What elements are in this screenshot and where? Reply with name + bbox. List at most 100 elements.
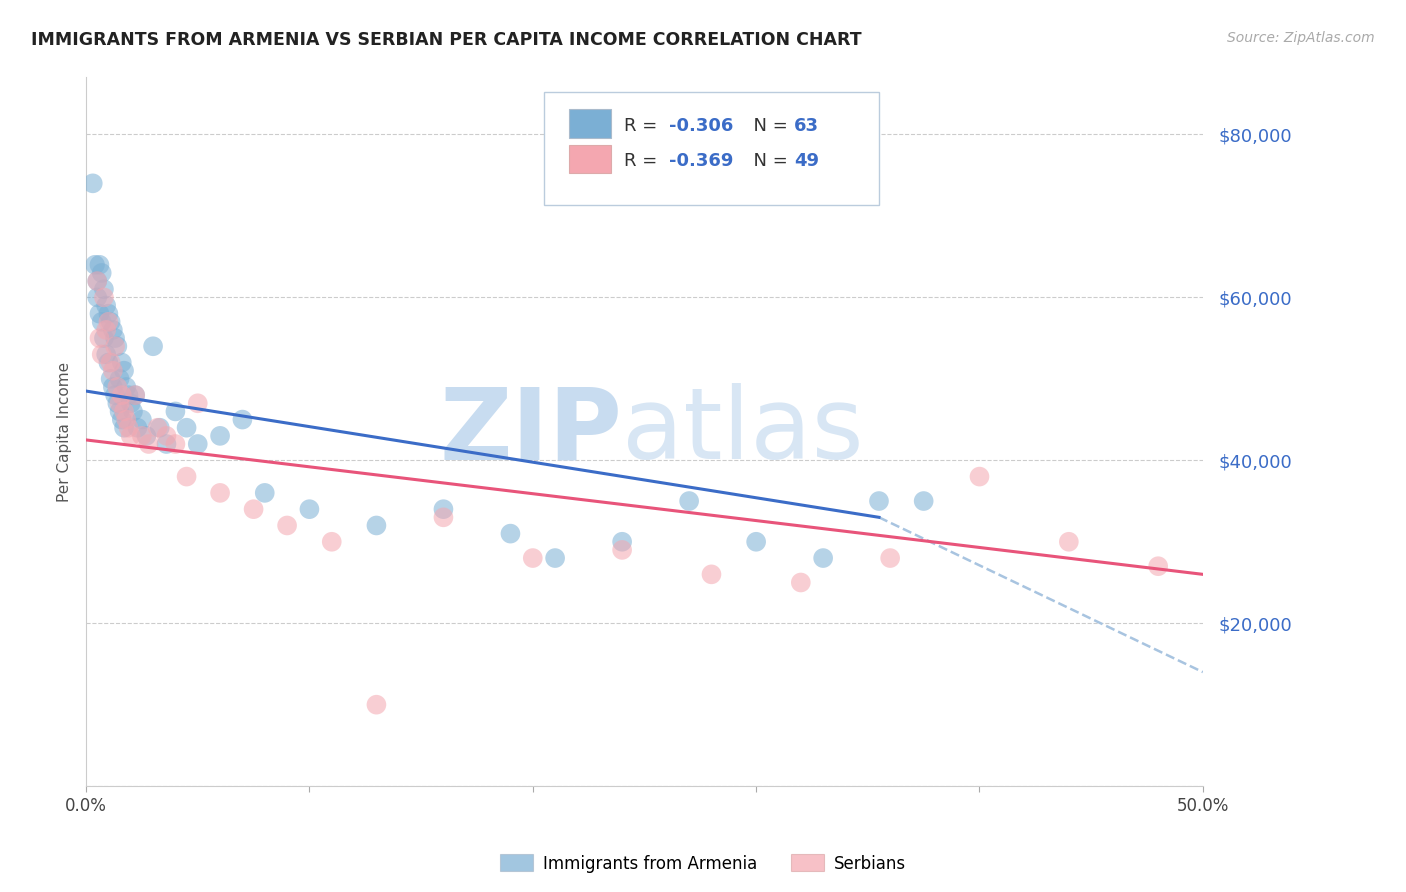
Point bbox=[86, 290, 108, 304]
Point bbox=[745, 534, 768, 549]
Text: 63: 63 bbox=[794, 117, 820, 135]
Point bbox=[111, 388, 134, 402]
Point bbox=[879, 551, 901, 566]
Point bbox=[124, 388, 146, 402]
Point bbox=[155, 429, 177, 443]
Point bbox=[149, 421, 172, 435]
Point bbox=[108, 396, 131, 410]
Point bbox=[122, 404, 145, 418]
Point bbox=[86, 274, 108, 288]
Point bbox=[96, 299, 118, 313]
Point bbox=[100, 355, 122, 369]
Point bbox=[112, 364, 135, 378]
Point bbox=[101, 323, 124, 337]
Point bbox=[89, 331, 111, 345]
Point bbox=[700, 567, 723, 582]
Point bbox=[138, 437, 160, 451]
Point bbox=[610, 542, 633, 557]
FancyBboxPatch shape bbox=[544, 92, 879, 205]
FancyBboxPatch shape bbox=[568, 110, 612, 137]
Point bbox=[104, 331, 127, 345]
Point bbox=[89, 307, 111, 321]
Point bbox=[108, 404, 131, 418]
Text: atlas: atlas bbox=[621, 384, 863, 480]
Point bbox=[93, 290, 115, 304]
Point bbox=[298, 502, 321, 516]
Point bbox=[610, 534, 633, 549]
Point bbox=[93, 282, 115, 296]
Text: -0.306: -0.306 bbox=[669, 117, 734, 135]
Point bbox=[187, 437, 209, 451]
Point bbox=[276, 518, 298, 533]
Point bbox=[242, 502, 264, 516]
Point bbox=[105, 339, 128, 353]
Point bbox=[1057, 534, 1080, 549]
Point bbox=[100, 372, 122, 386]
Point bbox=[176, 421, 198, 435]
Point bbox=[93, 331, 115, 345]
Point bbox=[112, 404, 135, 418]
Point bbox=[1147, 559, 1170, 574]
Point bbox=[100, 315, 122, 329]
Text: N =: N = bbox=[741, 117, 793, 135]
Point bbox=[104, 388, 127, 402]
Point bbox=[115, 412, 138, 426]
Y-axis label: Per Capita Income: Per Capita Income bbox=[58, 362, 72, 502]
Point bbox=[522, 551, 544, 566]
Text: 49: 49 bbox=[794, 152, 820, 170]
Point bbox=[82, 177, 104, 191]
Point bbox=[209, 429, 232, 443]
Point bbox=[108, 372, 131, 386]
Point bbox=[790, 575, 813, 590]
Point bbox=[544, 551, 567, 566]
Point bbox=[90, 315, 112, 329]
Point bbox=[89, 258, 111, 272]
Point bbox=[165, 437, 187, 451]
Point bbox=[231, 412, 253, 426]
FancyBboxPatch shape bbox=[568, 145, 612, 173]
Point bbox=[101, 364, 124, 378]
Point bbox=[811, 551, 834, 566]
Point bbox=[105, 380, 128, 394]
Point bbox=[101, 380, 124, 394]
Point bbox=[969, 469, 991, 483]
Point bbox=[90, 266, 112, 280]
Point bbox=[187, 396, 209, 410]
Text: Source: ZipAtlas.com: Source: ZipAtlas.com bbox=[1227, 31, 1375, 45]
Point bbox=[96, 323, 118, 337]
Point bbox=[131, 412, 153, 426]
Point bbox=[120, 396, 142, 410]
Point bbox=[912, 494, 935, 508]
Point bbox=[142, 339, 165, 353]
Point bbox=[84, 258, 107, 272]
Point bbox=[209, 486, 232, 500]
Point bbox=[111, 412, 134, 426]
Text: N =: N = bbox=[741, 152, 793, 170]
Text: ZIP: ZIP bbox=[439, 384, 621, 480]
Point bbox=[135, 429, 157, 443]
Point bbox=[97, 307, 120, 321]
Legend: Immigrants from Armenia, Serbians: Immigrants from Armenia, Serbians bbox=[494, 847, 912, 880]
Point bbox=[117, 388, 139, 402]
Point bbox=[97, 315, 120, 329]
Point bbox=[124, 388, 146, 402]
Point bbox=[321, 534, 343, 549]
Point bbox=[86, 274, 108, 288]
Point bbox=[432, 502, 454, 516]
Point bbox=[146, 421, 169, 435]
Point bbox=[366, 518, 388, 533]
Point bbox=[96, 347, 118, 361]
Point bbox=[678, 494, 700, 508]
Text: -0.369: -0.369 bbox=[669, 152, 734, 170]
Point bbox=[176, 469, 198, 483]
Point bbox=[104, 339, 127, 353]
Text: R =: R = bbox=[624, 117, 664, 135]
Point bbox=[97, 355, 120, 369]
Point bbox=[499, 526, 522, 541]
Point bbox=[253, 486, 276, 500]
Point bbox=[868, 494, 890, 508]
Point bbox=[111, 355, 134, 369]
Point bbox=[366, 698, 388, 712]
Point bbox=[105, 396, 128, 410]
Point bbox=[131, 429, 153, 443]
